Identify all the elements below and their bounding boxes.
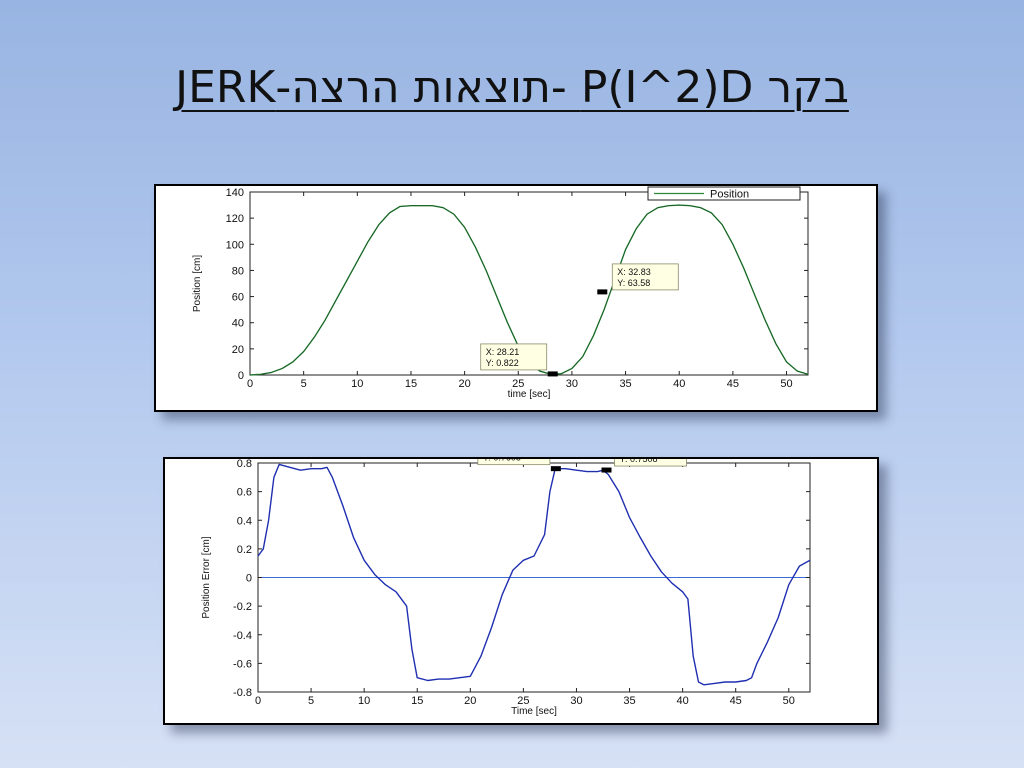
x-axis-label: time [sec] <box>508 389 551 400</box>
y-axis-label: Position Error [cm] <box>201 536 212 618</box>
x-tick-label: 35 <box>623 695 635 707</box>
x-tick-label: 20 <box>458 378 470 390</box>
y-tick-label: 0 <box>246 573 252 585</box>
x-tick-label: 10 <box>351 378 363 390</box>
legend-box <box>647 186 801 201</box>
y-tick-label: 60 <box>232 292 244 304</box>
x-tick-label: 25 <box>512 378 524 390</box>
datatip-x: X: 28.21 <box>486 347 520 357</box>
x-tick-label: 45 <box>727 378 739 390</box>
x-tick-label: 50 <box>780 378 792 390</box>
x-tick-label: 15 <box>405 378 417 390</box>
y-tick-label: 20 <box>232 344 244 356</box>
datatip-marker <box>601 467 612 473</box>
x-tick-label: 40 <box>676 695 688 707</box>
x-tick-label: 0 <box>255 695 261 707</box>
position-chart: 0 5 10 15 20 25 30 35 40 45 50 0 20 40 60 80 100 120 140 ti… <box>192 186 809 400</box>
datatip-x: X: 32.83 <box>617 267 651 277</box>
x-tick-label: 15 <box>411 695 423 707</box>
x-axis-label: Time [sec] <box>511 706 557 717</box>
datatip-box <box>477 459 551 466</box>
datatip-y: Y: 63.58 <box>617 278 650 288</box>
datatip-y: Y: 0.822 <box>486 358 519 368</box>
x-tick-label: 10 <box>358 695 370 707</box>
slide-title: בקר P(I^2)D -תוצאות הרצה-JERK <box>175 62 849 113</box>
position-error-chart: 0 5 10 15 20 25 30 35 40 45 50 -0.8 -0.6 -0.4 -0.2 0 0.2… <box>201 459 811 717</box>
y-tick-label: 120 <box>226 213 244 225</box>
y-tick-label: 0.6 <box>237 487 252 499</box>
x-tick-label: 40 <box>673 378 685 390</box>
y-tick-label: 0.8 <box>237 459 252 470</box>
x-tick-label: 5 <box>308 695 314 707</box>
plot-frame <box>249 191 809 376</box>
x-tick-label: 25 <box>517 695 529 707</box>
y-tick-label: 40 <box>232 318 244 330</box>
x-tick-label: 35 <box>619 378 631 390</box>
datatip-box <box>611 263 679 291</box>
legend-entry: Position <box>710 189 749 201</box>
x-tick-label: 20 <box>464 695 476 707</box>
datatip-box <box>480 343 548 371</box>
position-chart-panel: 0 5 10 15 20 25 30 35 40 45 50 0 20 40 60 80 100 120 140 ti… <box>154 184 878 412</box>
x-tick-label: 30 <box>570 695 582 707</box>
datatip-marker <box>547 371 558 377</box>
x-tick-label: 5 <box>301 378 307 390</box>
y-tick-label: 80 <box>232 265 244 277</box>
y-tick-label: -0.2 <box>233 601 252 613</box>
datatip-marker <box>550 466 561 472</box>
y-tick-label: -0.4 <box>233 630 252 642</box>
datatip-marker <box>597 289 608 295</box>
y-tick-label: 0 <box>238 370 244 382</box>
y-tick-label: 0.4 <box>237 515 252 527</box>
x-tick-label: 50 <box>783 695 795 707</box>
y-tick-label: -0.8 <box>233 687 252 699</box>
y-tick-label: 100 <box>226 239 244 251</box>
y-axis-label: Position [cm] <box>192 255 203 312</box>
y-tick-label: 140 <box>226 187 244 199</box>
datatip-y: Y: 0.7605 <box>483 459 521 463</box>
x-tick-label: 30 <box>566 378 578 390</box>
datatip-box <box>614 459 687 467</box>
series-line-0 <box>257 463 811 686</box>
x-tick-label: 45 <box>730 695 742 707</box>
x-tick-label: 0 <box>247 378 253 390</box>
y-tick-label: 0.2 <box>237 544 252 556</box>
position-error-chart-panel: 0 5 10 15 20 25 30 35 40 45 50 -0.8 -0.6 -0.4 -0.2 0 0.2… <box>163 457 879 725</box>
y-tick-label: -0.6 <box>233 658 252 670</box>
datatip-y: Y: 0.7508 <box>620 459 658 464</box>
